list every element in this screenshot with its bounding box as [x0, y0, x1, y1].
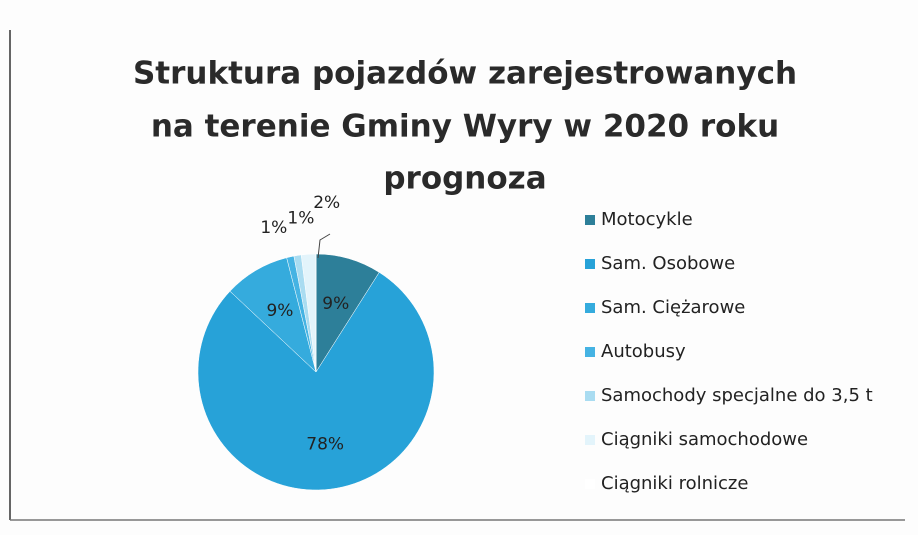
legend-swatch: [585, 347, 595, 357]
legend-swatch: [585, 259, 595, 269]
legend-swatch: [585, 303, 595, 313]
chart-title: prognoza: [383, 161, 546, 197]
legend-swatch: [585, 215, 595, 225]
leader-line: [317, 233, 331, 259]
legend-label: Samochody specjalne do 3,5 t: [601, 385, 873, 406]
legend-swatch: [585, 479, 595, 489]
data-label: 1%: [287, 208, 314, 228]
legend-label: Sam. Osobowe: [601, 253, 735, 274]
legend-label: Ciągniki samochodowe: [601, 429, 808, 450]
data-label: 9%: [322, 294, 349, 314]
data-label: 2%: [313, 193, 340, 213]
data-label: 1%: [260, 218, 287, 238]
legend-swatch: [585, 435, 595, 445]
legend-label: Sam. Ciężarowe: [601, 297, 745, 318]
data-label: 78%: [306, 435, 344, 455]
data-label: 9%: [266, 301, 293, 321]
chart-title: na terenie Gminy Wyry w 2020 roku: [151, 109, 779, 145]
pie-slice: [197, 272, 435, 491]
legend-label: Ciągniki rolnicze: [601, 473, 748, 494]
legend-swatch: [585, 391, 595, 401]
legend-label: Motocykle: [601, 209, 693, 230]
chart-title: Struktura pojazdów zarejestrowanych: [133, 56, 797, 92]
legend-label: Autobusy: [601, 341, 686, 362]
